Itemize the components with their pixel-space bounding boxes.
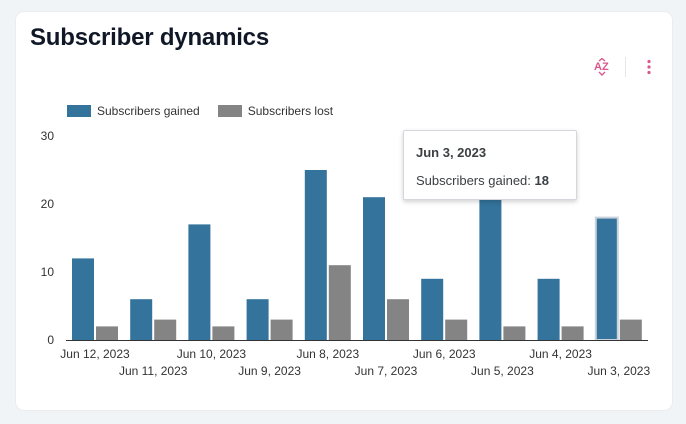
more-options-button[interactable] bbox=[636, 56, 662, 78]
bar-gained[interactable] bbox=[246, 299, 269, 340]
bar-gained[interactable] bbox=[537, 278, 560, 340]
sort-button[interactable]: A Z bbox=[589, 56, 615, 78]
bar-gained[interactable] bbox=[363, 197, 385, 340]
y-tick-label: 0 bbox=[47, 333, 54, 347]
x-tick-label: Jun 3, 2023 bbox=[587, 364, 650, 378]
tooltip-line: Subscribers gained: 18 bbox=[416, 173, 549, 188]
bar-gained[interactable] bbox=[72, 258, 94, 340]
legend-label-lost: Subscribers lost bbox=[247, 104, 334, 118]
x-tick-label: Jun 12, 2023 bbox=[60, 347, 130, 361]
bar-gained[interactable] bbox=[479, 197, 502, 340]
x-tick-label: Jun 9, 2023 bbox=[238, 364, 301, 378]
bar-lost[interactable] bbox=[561, 326, 584, 340]
bar-lost[interactable] bbox=[96, 326, 118, 340]
more-vert-icon bbox=[647, 59, 651, 75]
chart-legend: Subscribers gained Subscribers lost bbox=[67, 104, 351, 118]
y-tick-label: 20 bbox=[41, 197, 55, 211]
legend-swatch-gained bbox=[67, 105, 91, 117]
bar-gained[interactable] bbox=[421, 278, 444, 340]
legend-item-lost[interactable]: Subscribers lost bbox=[217, 104, 334, 118]
legend-item-gained[interactable]: Subscribers gained bbox=[67, 104, 200, 118]
bar-lost[interactable] bbox=[619, 319, 642, 340]
bar-gained[interactable] bbox=[130, 299, 153, 340]
bar-lost[interactable] bbox=[212, 326, 235, 340]
sort-az-icon: A Z bbox=[594, 58, 609, 76]
chart-title: Subscriber dynamics bbox=[30, 24, 269, 51]
bar-lost[interactable] bbox=[328, 265, 351, 340]
bar-lost[interactable] bbox=[387, 299, 409, 340]
x-tick-label: Jun 8, 2023 bbox=[296, 347, 359, 361]
bar-chart: 0 10 20 30 Jun 12, 2023 Jun 11, 2023 Jun 10, 2… bbox=[41, 129, 651, 378]
bar-lost[interactable] bbox=[503, 326, 526, 340]
y-tick-label: 30 bbox=[41, 129, 55, 143]
legend-label-gained: Subscribers gained bbox=[97, 104, 200, 118]
chart-card: Subscriber dynamics A Z Subscribers gain… bbox=[16, 12, 672, 410]
tooltip-value: 18 bbox=[534, 173, 549, 188]
chart-toolbar: A Z bbox=[589, 56, 672, 78]
bar-gained[interactable] bbox=[594, 216, 619, 342]
x-tick-label: Jun 7, 2023 bbox=[355, 364, 418, 378]
toolbar-divider bbox=[625, 57, 626, 77]
bar-gained[interactable] bbox=[188, 224, 211, 340]
x-tick-label: Jun 6, 2023 bbox=[413, 347, 476, 361]
chart-tooltip: Jun 3, 2023 Subscribers gained: 18 bbox=[403, 130, 577, 200]
y-tick-label: 10 bbox=[41, 265, 55, 279]
svg-text:Z: Z bbox=[602, 61, 609, 73]
tooltip-label: Subscribers gained: bbox=[416, 173, 535, 188]
bar-lost[interactable] bbox=[270, 319, 293, 340]
x-tick-label: Jun 4, 2023 bbox=[529, 347, 592, 361]
legend-swatch-lost bbox=[217, 105, 242, 117]
bar-lost[interactable] bbox=[154, 319, 177, 340]
tooltip-date: Jun 3, 2023 bbox=[416, 145, 487, 160]
bar-lost[interactable] bbox=[445, 319, 468, 340]
bar-gained[interactable] bbox=[304, 170, 327, 340]
svg-text:A: A bbox=[594, 61, 602, 73]
x-tick-label: Jun 11, 2023 bbox=[119, 364, 188, 378]
x-tick-label: Jun 5, 2023 bbox=[471, 364, 534, 378]
x-tick-label: Jun 10, 2023 bbox=[177, 347, 247, 361]
